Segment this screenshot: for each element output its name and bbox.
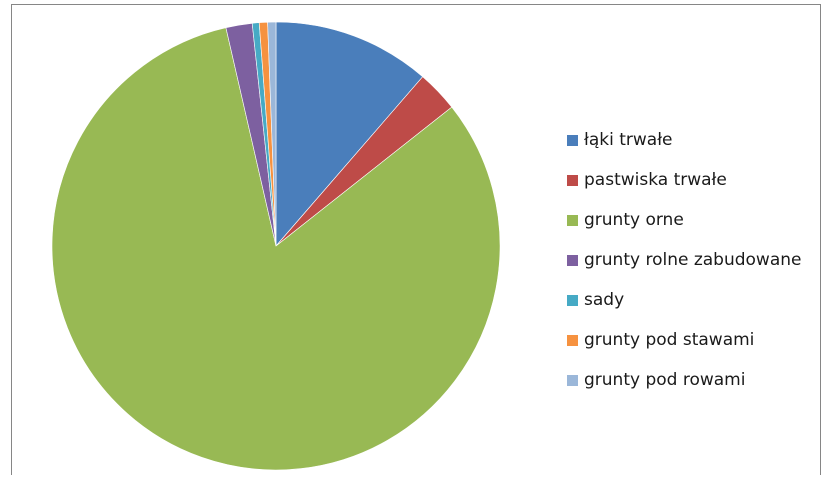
- legend-label-1: pastwiska trwałe: [584, 170, 727, 190]
- legend-label-6: grunty pod rowami: [584, 370, 746, 390]
- legend-swatch-3: [567, 254, 578, 266]
- legend-swatch-6: [567, 374, 578, 386]
- legend-swatch-5: [567, 334, 578, 346]
- legend-swatch-4: [567, 294, 578, 306]
- legend-swatch-1: [567, 174, 578, 186]
- pie-chart: [51, 21, 501, 471]
- legend-label-3: grunty rolne zabudowane: [584, 250, 802, 270]
- legend-item-3: grunty rolne zabudowane: [567, 240, 802, 280]
- legend-item-2: grunty orne: [567, 200, 802, 240]
- legend-item-0: łąki trwałe: [567, 120, 802, 160]
- legend-swatch-0: [567, 134, 578, 146]
- legend-label-2: grunty orne: [584, 210, 684, 230]
- legend-label-5: grunty pod stawami: [584, 330, 755, 350]
- legend-label-4: sady: [584, 290, 625, 310]
- legend-item-1: pastwiska trwałe: [567, 160, 802, 200]
- legend: łąki trwałe pastwiska trwałe grunty orne gr…: [567, 120, 802, 400]
- pie-slice-0: [275, 21, 424, 247]
- pie-slice-6: [267, 21, 277, 247]
- legend-label-0: łąki trwałe: [584, 130, 673, 150]
- legend-item-5: grunty pod stawami: [567, 320, 802, 360]
- legend-item-6: grunty pod rowami: [567, 360, 802, 400]
- legend-swatch-2: [567, 214, 578, 226]
- chart-frame: łąki trwałe pastwiska trwałe grunty orne gr…: [11, 4, 821, 475]
- pie-slice-2: [51, 27, 501, 471]
- legend-item-4: sady: [567, 280, 802, 320]
